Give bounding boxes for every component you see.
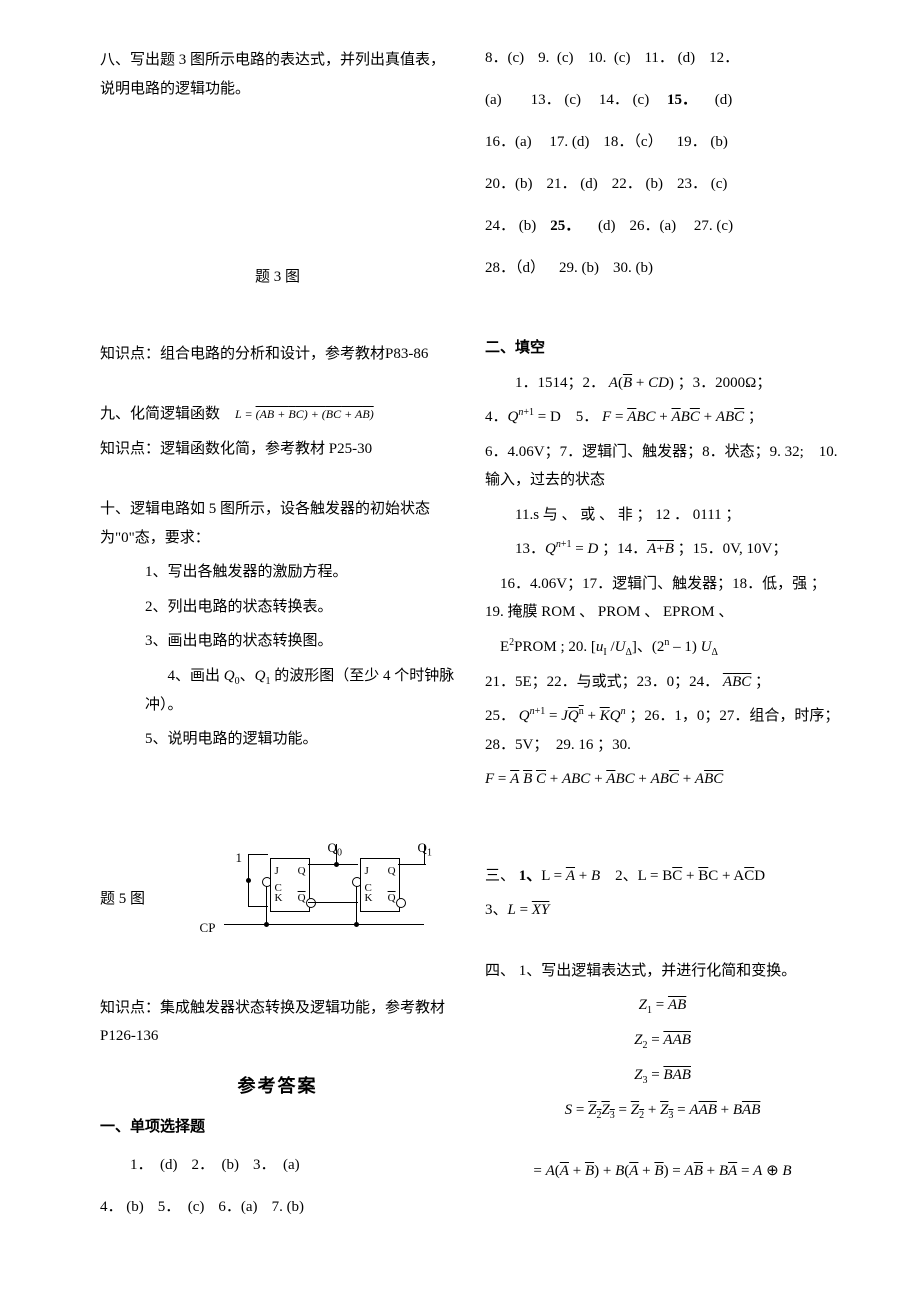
fig5-row: 题 5 图 1 CP Q0 Q1 J C K Q Q (100, 832, 455, 968)
q8-text: 八、写出题 3 图所示电路的表达式，并列出真值表，说明电路的逻辑功能。 (100, 46, 455, 103)
section-1-heading: 一、单项选择题 (100, 1113, 455, 1142)
mcq-line-6: 20．(b)21． (d)22． (b)23． (c) (485, 166, 840, 202)
ff1-q: Q (388, 861, 396, 882)
fig5-caption: 题 5 图 (100, 885, 206, 914)
q9-prefix: 九、化简逻辑函数 (100, 406, 220, 422)
fill-5: 13．Qn+1 = D ；14．A+B ；15．0V, 10V； (485, 535, 840, 564)
q10-items: 1、写出各触发器的激励方程。 2、列出电路的状态转换表。 3、画出电路的状态转换… (100, 558, 455, 656)
ff1-qbar-bubble (396, 898, 406, 908)
q10-item-3: 3、画出电路的状态转换图。 (145, 627, 455, 656)
eq-final: = A(A + B) + B(A + B) = AB + BA = A ⊕ B (485, 1157, 840, 1186)
eq-s: S = Z2Z3 = Z2 + Z3 = AAB + BAB (485, 1096, 840, 1125)
q10-item-2: 2、列出电路的状态转换表。 (145, 593, 455, 622)
section-3: 三、 1、L = A + B 2、L = BC + BC + ACD (485, 862, 840, 891)
ff1-k: K (365, 888, 373, 909)
ff1-qb: Q (388, 888, 396, 909)
ff0-q: Q (298, 861, 306, 882)
eq-z2: Z2 = AAB (485, 1026, 840, 1055)
fill-2: 4．Qn+1 = D 5． F = ABC + ABC + ABC ； (485, 403, 840, 432)
mcq-line-1: 1． (d)2． (b)3． (a) (100, 1147, 455, 1183)
mcq-line-8: 28．（d）29. (b)30. (b) (485, 250, 840, 286)
fill-9: F = A B C + ABC + ABC + ABC + ABC (485, 765, 840, 794)
fill-8: 25． Qn+1 = JQn + KQn ；26．1，0；27．组合，时序；28… (485, 702, 840, 759)
q8-note: 知识点：组合电路的分析和设计，参考教材P83-86 (100, 340, 455, 369)
ff0-k: K (275, 888, 283, 909)
flipflop-0: J C K Q Q (270, 858, 310, 912)
q9-note: 知识点：逻辑函数化简，参考教材 P25-30 (100, 435, 455, 464)
q9-formula: L = (AB + BC) + (BC + AB) (235, 407, 374, 421)
q10-item-5: 5、说明电路的逻辑功能。 (145, 725, 455, 754)
fill-3: 6．4.06V；7．逻辑门、触发器；8．状态；9. 32; 10. 输入，过去的… (485, 438, 840, 495)
q10-item4-pre: 4、画出 (168, 668, 224, 684)
q10-item-1: 1、写出各触发器的激励方程。 (145, 558, 455, 587)
page: 八、写出题 3 图所示电路的表达式，并列出真值表，说明电路的逻辑功能。 题 3 … (0, 0, 920, 1302)
q10-item-4: 4、画出 Q0、Q1 的波形图（至少 4 个时钟脉冲）。 (100, 662, 455, 720)
q10-note: 知识点：集成触发器状态转换及逻辑功能，参考教材 P126-136 (100, 994, 455, 1051)
fill-1: 1．1514；2． A(B + CD) ；3．2000Ω； (485, 369, 840, 398)
two-column-region: 八、写出题 3 图所示电路的表达式，并列出真值表，说明电路的逻辑功能。 题 3 … (100, 40, 840, 1262)
mcq-line-4: (a) 13． (c) 14． (c) 15． (d) (485, 82, 840, 118)
fill-6: 16．4.06V；17．逻辑门、触发器；18．低，强 ； 19. 掩膜 ROM … (485, 570, 840, 627)
mcq-line-7: 24． (b)25． (d)26．(a) 27. (c) (485, 208, 840, 244)
q10-title: 十、逻辑电路如 5 图所示，设各触发器的初始状态为"0"态，要求： (100, 495, 455, 552)
fig3-caption: 题 3 图 (100, 263, 455, 292)
answers-title: 参考答案 (100, 1069, 455, 1103)
q9-line: 九、化简逻辑函数 L = (AB + BC) + (BC + AB) (100, 400, 455, 429)
fill-4: 11.s 与 、 或 、 非 ； 12 ． 0111 ； (485, 501, 840, 530)
mcq-line-2: 4． (b)5． (c)6．(a)7. (b) (100, 1189, 455, 1225)
section-3b: 3、L = XY (485, 896, 840, 925)
fill-6b: E2PROM ; 20. [uI /UΔ]、(2n – 1) UΔ (485, 633, 840, 662)
one-label: 1 (236, 846, 243, 871)
mcq-line-5: 16．(a) 17. (d)18．（c）19． (b) (485, 124, 840, 160)
eq-z1: Z1 = AB (485, 991, 840, 1020)
fill-7: 21．5E；22．与或式；23．0；24． ABC ； (485, 668, 840, 697)
ff0-qb: Q (298, 888, 306, 909)
section-2-heading: 二、填空 (485, 334, 840, 363)
eq-z3: Z3 = BAB (485, 1061, 840, 1090)
flipflop-1: J C K Q Q (360, 858, 400, 912)
section-4-heading: 四、 1、写出逻辑表达式，并进行化简和变换。 (485, 957, 840, 986)
mcq-line-3: 8．(c)9. (c)10. (c)11． (d)12． (485, 40, 840, 76)
cp-label: CP (200, 916, 216, 941)
flipflop-diagram: 1 CP Q0 Q1 J C K Q Q (206, 840, 455, 960)
